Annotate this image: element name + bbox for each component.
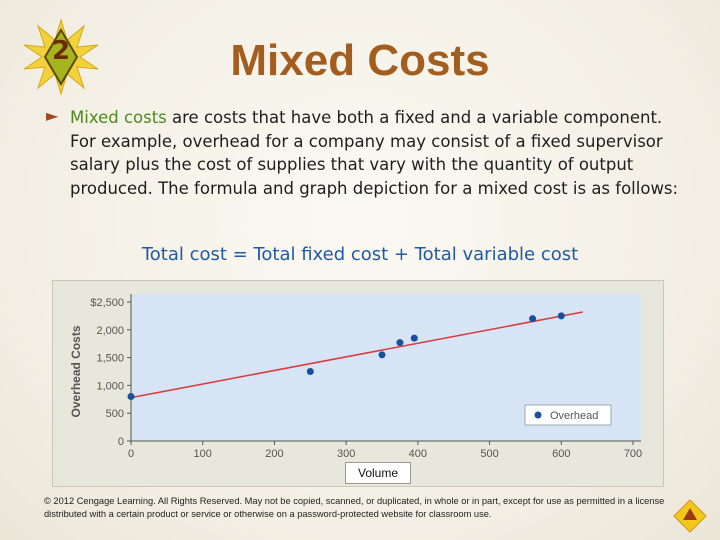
y-tick-label: 0 <box>118 436 124 448</box>
legend-label: Overhead <box>550 410 598 422</box>
data-point <box>557 312 565 320</box>
overhead-scatter-chart: 0 500 1,000 1,500 2,000 $2,500 0 100 200 300 400 50… <box>69 294 642 460</box>
data-point <box>410 334 418 342</box>
y-axis-label: Overhead Costs <box>69 325 83 417</box>
copyright-notice: © 2012 Cengage Learning. All Rights Rese… <box>44 496 665 519</box>
paragraph-text: are costs that have both a fixed and a v… <box>70 108 679 198</box>
burst-badge-icon <box>23 18 99 96</box>
y-tick-label: $2,500 <box>90 297 124 309</box>
mixed-costs-term: Mixed costs <box>70 108 167 127</box>
x-tick-label: 0 <box>128 448 134 460</box>
chart-panel: 0 500 1,000 1,500 2,000 $2,500 0 100 200 300 400 50… <box>52 280 664 487</box>
data-point <box>396 339 404 347</box>
trend-line <box>130 311 583 399</box>
x-tick-label: 300 <box>337 448 355 460</box>
slide-number: 2 <box>51 36 71 66</box>
data-point <box>529 315 537 323</box>
cost-formula: Total cost = Total fixed cost + Total va… <box>141 244 579 265</box>
body-paragraph: Mixed costs are costs that have both a f… <box>70 106 690 200</box>
x-tick-label: 400 <box>409 448 427 460</box>
data-point <box>306 368 314 375</box>
y-tick-label: 2,000 <box>96 325 124 337</box>
legend-marker <box>534 411 542 419</box>
y-tick-label: 500 <box>106 408 124 420</box>
x-tick-label: 100 <box>194 448 212 460</box>
triangle-bullet-icon: ► <box>46 106 59 125</box>
y-tick-label: 1,500 <box>96 353 124 365</box>
x-axis-label: Volume <box>345 462 411 484</box>
x-tick-label: 200 <box>265 448 283 460</box>
y-tick-label: 1,000 <box>96 380 124 392</box>
data-point <box>378 351 386 359</box>
data-point <box>127 393 135 401</box>
x-tick-label: 600 <box>552 448 570 460</box>
slide-title: Mixed Costs <box>230 36 490 85</box>
x-tick-label: 700 <box>624 448 642 460</box>
x-tick-label: 500 <box>480 448 498 460</box>
legend-box <box>524 404 612 426</box>
next-arrow-icon[interactable] <box>672 498 708 534</box>
